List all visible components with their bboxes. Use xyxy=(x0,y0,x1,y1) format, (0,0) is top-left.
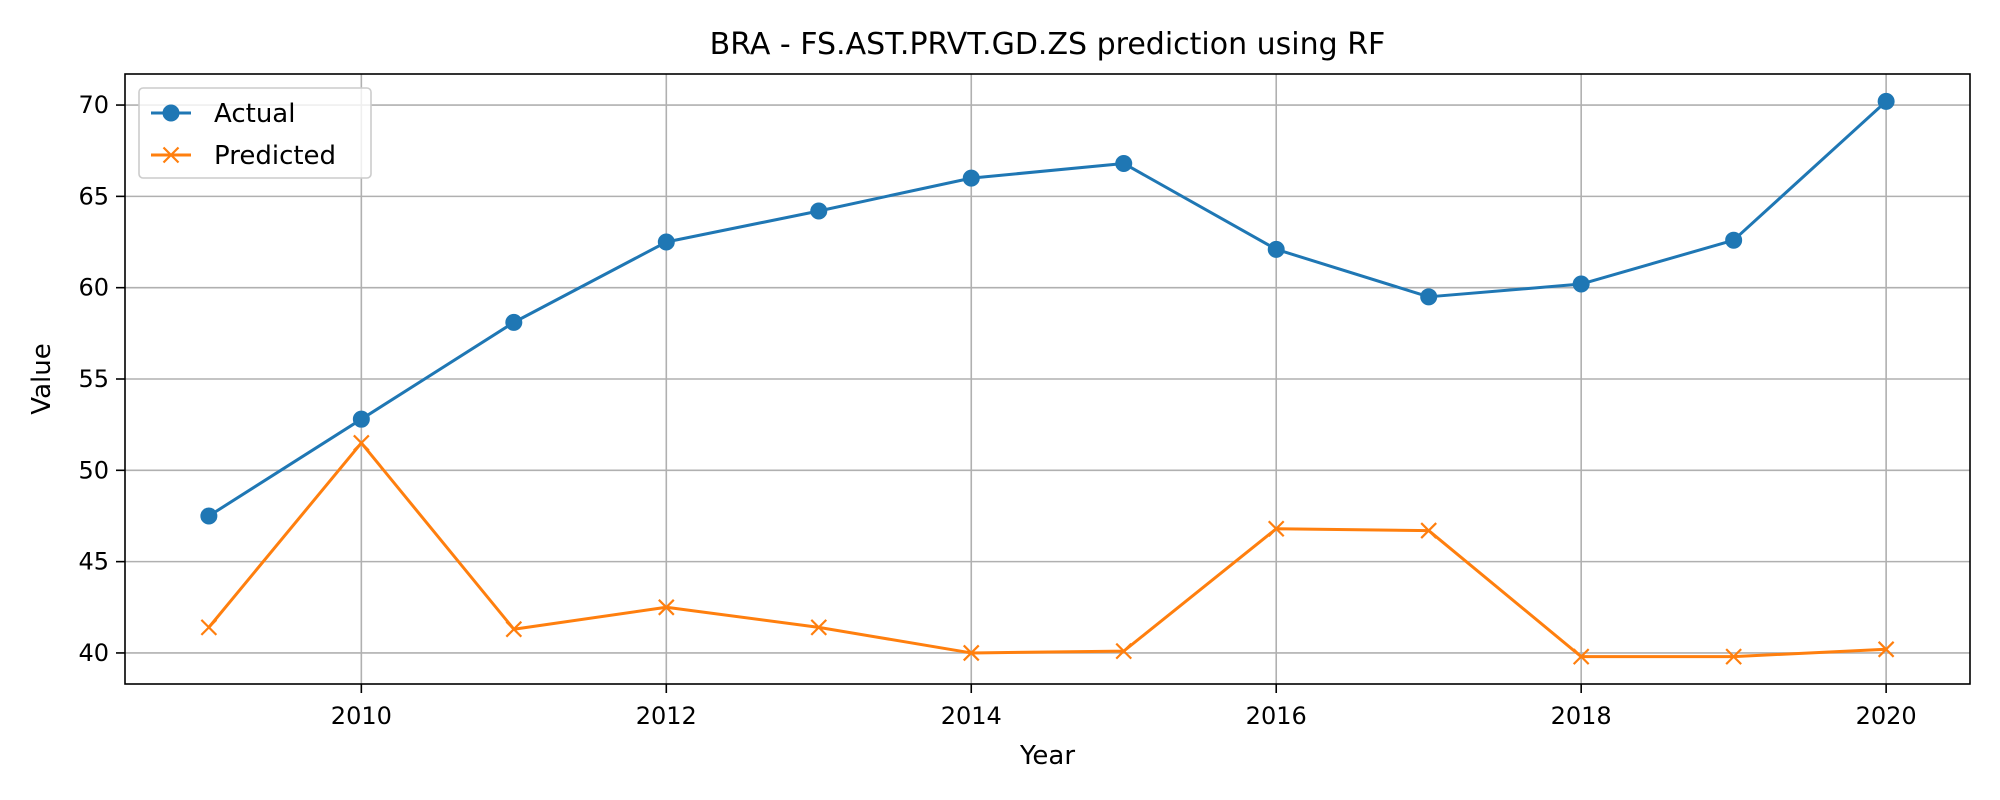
data-point-predicted xyxy=(1420,522,1437,539)
x-tick-label: 2018 xyxy=(1551,702,1612,730)
series-layer xyxy=(200,92,1895,665)
series-actual xyxy=(200,92,1895,525)
grid xyxy=(125,74,1970,684)
data-point-predicted xyxy=(1572,648,1590,665)
data-point-predicted xyxy=(658,599,675,616)
data-point-actual xyxy=(1115,154,1133,172)
x-tick-label: 2016 xyxy=(1246,702,1307,730)
data-point-predicted xyxy=(1877,641,1895,658)
y-tick-label: 65 xyxy=(78,182,109,210)
x-tick-label: 2012 xyxy=(636,702,697,730)
data-point-predicted xyxy=(200,619,218,636)
data-point-predicted xyxy=(1267,520,1285,538)
legend-marker-predicted xyxy=(162,146,180,164)
data-point-actual xyxy=(1877,92,1895,110)
data-point-predicted xyxy=(1725,648,1742,665)
x-tick-label: 2010 xyxy=(331,702,392,730)
data-point-predicted xyxy=(505,620,523,638)
data-point-actual xyxy=(200,507,218,525)
axis-ticks: 2010 2012 2014 2016 2018 2020 40 45 50 55 60 65 70 xyxy=(78,91,1916,730)
series-predicted xyxy=(200,434,1895,665)
data-point-actual xyxy=(810,202,828,220)
y-tick-label: 70 xyxy=(78,91,109,119)
legend-item-actual: Actual xyxy=(151,99,295,129)
y-tick-label: 50 xyxy=(78,456,109,484)
data-point-actual xyxy=(1572,275,1590,293)
legend-box xyxy=(138,87,372,179)
data-point-predicted xyxy=(1115,642,1133,660)
data-point-actual xyxy=(1267,240,1285,258)
y-tick-label: 40 xyxy=(78,639,109,667)
data-point-actual xyxy=(657,233,675,251)
series-line-predicted xyxy=(207,441,1887,659)
y-tick-label: 45 xyxy=(78,548,109,576)
chart-title: BRA - FS.AST.PRVT.GD.ZS prediction using… xyxy=(710,27,1386,62)
legend-item-predicted: Predicted xyxy=(151,141,336,171)
data-point-actual xyxy=(1420,288,1438,306)
data-point-predicted xyxy=(353,434,370,452)
legend-marker-actual xyxy=(162,104,180,122)
data-point-predicted xyxy=(962,644,980,662)
data-point-actual xyxy=(352,410,370,428)
x-axis-label: Year xyxy=(1019,741,1075,771)
y-axis-label: Value xyxy=(27,343,57,414)
series-line-actual xyxy=(208,100,1888,518)
y-tick-label: 55 xyxy=(78,365,109,393)
data-point-actual xyxy=(505,313,523,331)
y-tick-label: 60 xyxy=(78,274,109,302)
legend-label: Predicted xyxy=(214,141,336,171)
x-tick-label: 2020 xyxy=(1856,702,1917,730)
data-point-actual xyxy=(962,169,980,187)
data-point-actual xyxy=(1725,231,1743,249)
data-point-predicted xyxy=(810,619,828,636)
legend: Actual Predicted xyxy=(138,87,372,179)
legend-label: Actual xyxy=(214,99,295,129)
x-tick-label: 2014 xyxy=(941,702,1002,730)
